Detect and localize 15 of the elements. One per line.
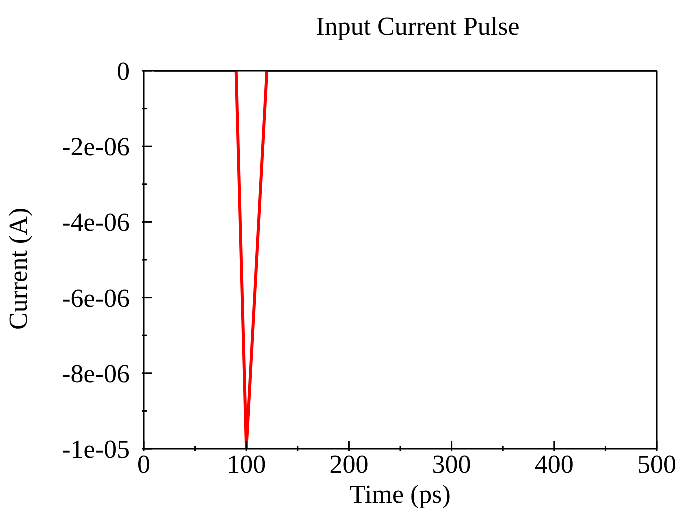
x-tick-label: 0: [138, 450, 150, 479]
y-tick-label: -2e-06: [62, 132, 130, 162]
x-tick-label: 500: [638, 450, 676, 479]
y-tick-label: -6e-06: [62, 284, 130, 313]
x-tick-label: 200: [330, 450, 369, 479]
y-tick-label: -4e-06: [62, 208, 130, 238]
x-tick-label: 300: [432, 450, 472, 479]
y-tick-label: 0: [117, 57, 130, 86]
y-tick-label: -1e-05: [62, 435, 130, 464]
y-axis-title: Current (A): [4, 208, 34, 330]
x-tick-label: 400: [534, 450, 574, 479]
chart-title: Input Current Pulse: [315, 12, 521, 42]
x-axis-title: Time (ps): [350, 480, 451, 509]
x-tick-label: 100: [227, 450, 266, 479]
y-tick-label: -8e-06: [62, 359, 130, 388]
